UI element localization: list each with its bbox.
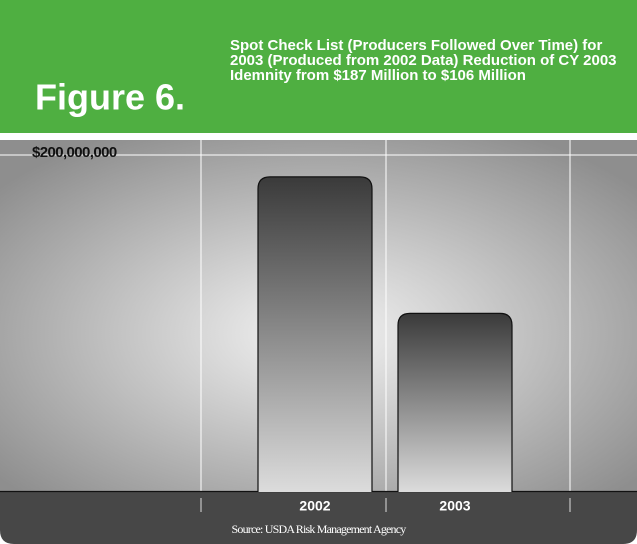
source: Source: USDA Risk Management Agency: [232, 522, 407, 536]
vertical-grid: [200, 140, 571, 492]
chart-title: Spot Check List (Producers Followed Over…: [230, 37, 617, 84]
bar: [397, 312, 513, 492]
y-tick-label: $200,000,000: [32, 144, 117, 161]
figure-label: Figure 6.: [35, 77, 185, 118]
header: [0, 0, 637, 133]
footer-separators: [200, 498, 571, 512]
bar: [257, 176, 373, 492]
footer-band: [0, 492, 637, 544]
x-tick-label: 2002: [299, 498, 330, 514]
x-tick-label: 2003: [439, 498, 470, 514]
